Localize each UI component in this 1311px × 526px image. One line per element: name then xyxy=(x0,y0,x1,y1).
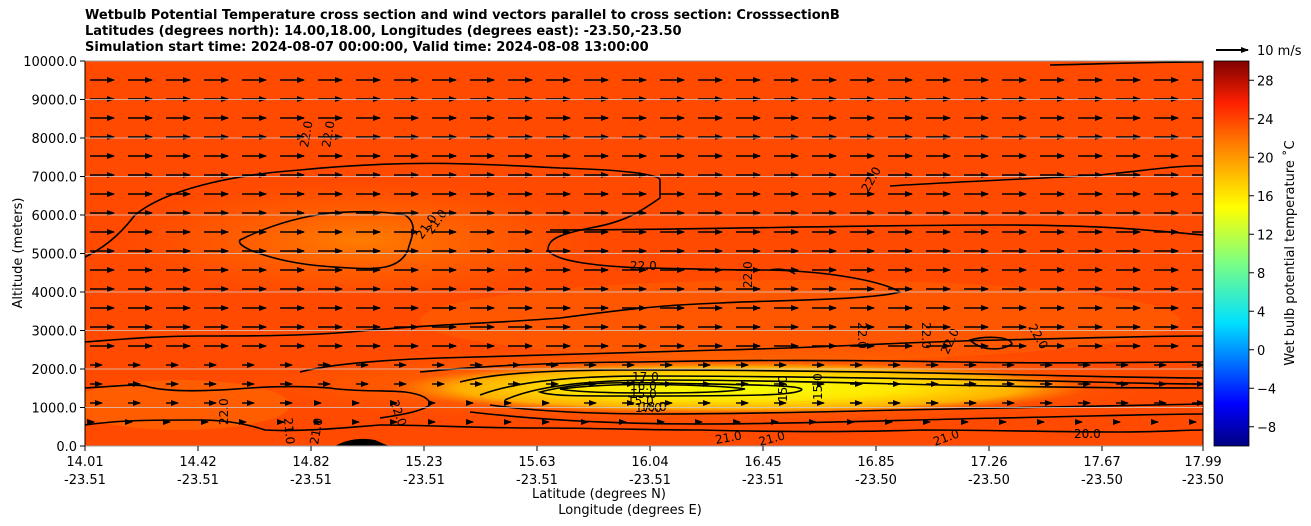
x-tick-label-lat: 17.26 xyxy=(970,455,1007,470)
contour-label: 18.0 xyxy=(640,400,667,414)
chart-title-line-2: Latitudes (degrees north): 14.00,18.00, … xyxy=(85,24,682,39)
colorbar-tick-label: −8 xyxy=(1257,421,1276,436)
y-tick-label: 5000.0 xyxy=(32,248,78,263)
x-tick-label-lat: 16.04 xyxy=(631,455,668,470)
field-mid-warm-region xyxy=(120,180,600,300)
x-tick-label-lon: -23.51 xyxy=(64,473,106,488)
y-axis-label: Altitude (meters) xyxy=(11,198,26,309)
contour-15 xyxy=(559,383,746,394)
x-tick-label-lat: 17.67 xyxy=(1083,455,1120,470)
colorbar-tick-label: −4 xyxy=(1257,382,1276,397)
contour-label: 22.0 xyxy=(319,120,337,149)
x-tick-label-lat: 15.63 xyxy=(518,455,555,470)
contour-label: 22.0 xyxy=(741,261,755,288)
x-tick-label-lat: 17.99 xyxy=(1184,455,1221,470)
colorbar: −8 −4 0 4 8 12 16 20 24 28 Wet bulb potential tem… xyxy=(1213,60,1298,447)
colorbar-tick-label: 12 xyxy=(1257,228,1274,243)
wind-vectors xyxy=(87,77,1203,425)
x-tick-label-lat: 16.45 xyxy=(744,455,781,470)
x-tick-label-lat: 14.82 xyxy=(292,455,329,470)
contour-22-top xyxy=(1049,61,1203,66)
contour-labels: 22.0 21.0 22.0 22.0 22.0 22.0 22.0 22.0 … xyxy=(217,120,1101,448)
contour-16 xyxy=(537,381,803,397)
contour-17-lower xyxy=(489,403,1203,415)
x-tick-label-lon: -23.50 xyxy=(855,473,897,488)
contour-label: 15.0 xyxy=(627,394,654,408)
contour-label: 15.0 xyxy=(630,387,657,401)
contour-18 xyxy=(479,375,1203,396)
x-tick-label-lon: -23.50 xyxy=(968,473,1010,488)
x-tick-label-lon: -23.51 xyxy=(177,473,219,488)
x-tick-label-lon: -23.50 xyxy=(1081,473,1123,488)
contour-19 xyxy=(459,369,1203,383)
x-axis-label-latitude: Latitude (degrees N) xyxy=(532,487,666,502)
contour-label: 22.0 xyxy=(855,322,869,349)
contour-label: 17.0 xyxy=(632,370,659,384)
contour-label: 20.0 xyxy=(1074,427,1101,441)
y-tick-label: 4000.0 xyxy=(32,286,78,301)
y-tick-label: 2000.0 xyxy=(32,363,78,378)
contour-label: 15.0 xyxy=(776,375,790,402)
x-tick-label-lat: 15.23 xyxy=(405,455,442,470)
x-tick-label-lon: -23.51 xyxy=(742,473,784,488)
contour-label: 22.0 xyxy=(217,398,231,425)
contour-22-low-band xyxy=(299,335,1203,373)
x-tick-label-lat: 16.85 xyxy=(857,455,894,470)
y-tick-label: 9000.0 xyxy=(32,94,78,109)
x-tick-label-lon: -23.51 xyxy=(629,473,671,488)
contour-label: 16.0 xyxy=(630,379,657,393)
y-tick-label: 7000.0 xyxy=(32,171,78,186)
contour-label: 22.0 xyxy=(297,120,315,149)
contour-label: 15.0 xyxy=(811,373,825,400)
colorbar-gradient xyxy=(1213,60,1250,447)
colorbar-tick-label: 24 xyxy=(1257,113,1274,128)
colorbar-tick-label: 0 xyxy=(1257,344,1265,359)
y-axis: 0.0 1000.0 2000.0 3000.0 4000.0 5000.0 6000.0 7… xyxy=(23,55,1203,455)
contour-label: 22.0 xyxy=(919,322,933,349)
chart-title-line-3: Simulation start time: 2024-08-07 00:00:… xyxy=(85,40,649,55)
x-axis-label-longitude: Longitude (degrees E) xyxy=(558,503,702,518)
colorbar-label: Wet bulb potential temperature ˚C xyxy=(1282,140,1298,365)
terrain-peak xyxy=(335,438,390,446)
x-tick-label-lat: 14.42 xyxy=(179,455,216,470)
contour-label: 21.0 xyxy=(281,417,297,445)
y-tick-label: 0.0 xyxy=(56,440,77,455)
colorbar-tick-label: 4 xyxy=(1257,305,1265,320)
y-tick-label: 8000.0 xyxy=(32,132,78,147)
wind-key: 10 m/s xyxy=(1216,44,1302,59)
contour-label: 22.0 xyxy=(630,259,657,273)
contour-label: 21.0 xyxy=(757,428,786,448)
colorbar-ticks: −8 −4 0 4 8 12 16 20 24 28 xyxy=(1249,74,1276,436)
plot-field: 22.0 21.0 22.0 22.0 22.0 22.0 22.0 22.0 … xyxy=(85,61,1203,448)
colorbar-tick-label: 16 xyxy=(1257,190,1274,205)
y-tick-label: 10000.0 xyxy=(23,55,77,70)
contour-label: 21.0 xyxy=(714,429,743,447)
colorbar-tick-label: 28 xyxy=(1257,74,1274,89)
x-axis: 14.01 -23.51 14.42 -23.51 14.82 -23.51 15.23 -2… xyxy=(64,446,1224,488)
wind-key-label: 10 m/s xyxy=(1257,44,1302,59)
chart-title-line-1: Wetbulb Potential Temperature cross sect… xyxy=(85,8,840,23)
x-tick-label-lon: -23.50 xyxy=(1182,473,1224,488)
colorbar-tick-label: 20 xyxy=(1257,151,1274,166)
y-tick-label: 3000.0 xyxy=(32,325,78,340)
y-tick-label: 1000.0 xyxy=(32,402,78,417)
contour-label: 21.0 xyxy=(307,417,325,446)
x-tick-label-lon: -23.51 xyxy=(516,473,558,488)
x-tick-label-lon: -23.51 xyxy=(403,473,445,488)
contour-label: 17.0 xyxy=(635,401,662,415)
field-left-low-region xyxy=(85,380,290,430)
x-tick-label-lat: 14.01 xyxy=(66,455,103,470)
colorbar-tick-label: 8 xyxy=(1257,267,1265,282)
y-tick-label: 6000.0 xyxy=(32,209,78,224)
x-tick-label-lon: -23.51 xyxy=(290,473,332,488)
